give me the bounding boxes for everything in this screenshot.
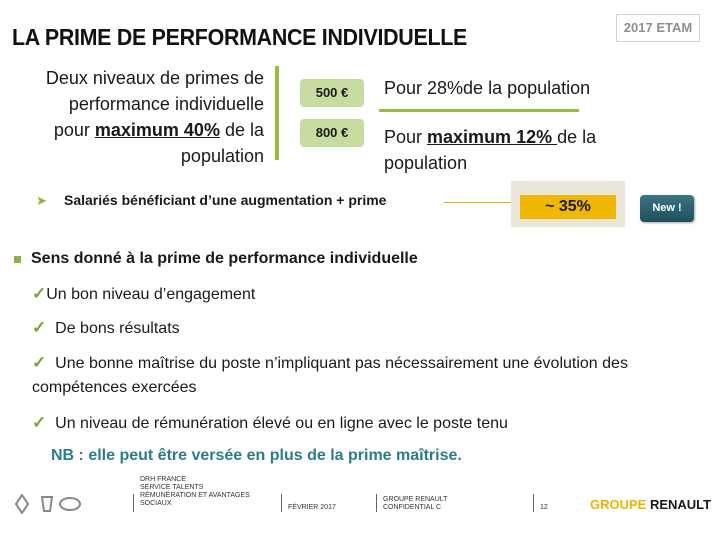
list-item-text: De bons résultats bbox=[55, 320, 180, 337]
level-1-text: Pour 28%de la population bbox=[384, 78, 591, 98]
percentage-value: ~ 35% bbox=[520, 195, 616, 219]
list-item: ✓ Un niveau de rémunération élevé ou en … bbox=[32, 411, 508, 436]
vertical-divider bbox=[275, 66, 279, 160]
amount-badge-500: 500 € bbox=[300, 79, 364, 107]
square-bullet-icon bbox=[14, 256, 21, 263]
footer-date: FÉVRIER 2017 bbox=[288, 504, 336, 511]
brand-word-renault: RENAULT bbox=[646, 497, 712, 512]
amount-badge-800: 800 € bbox=[300, 119, 364, 147]
check-icon: ✓ bbox=[32, 413, 47, 432]
brand-word-groupe: GROUPE bbox=[590, 497, 647, 512]
footer-conf-line: GROUPE RENAULT bbox=[383, 496, 448, 503]
list-item-text: Un bon niveau d’engagement bbox=[46, 286, 256, 303]
footer-separator bbox=[281, 494, 282, 512]
footer-separator bbox=[533, 494, 534, 512]
check-icon: ✓ bbox=[32, 318, 47, 337]
list-item: ✓ Une bonne maîtrise du poste n’impliqua… bbox=[32, 351, 692, 400]
intro-line2: de la population bbox=[180, 120, 264, 166]
footer-conf-line: CONFIDENTIAL C bbox=[383, 504, 442, 511]
footer-confidential: GROUPE RENAULT CONFIDENTIAL C bbox=[383, 496, 447, 512]
beneficiaries-label: Salariés bénéficiant d’une augmentation … bbox=[64, 192, 387, 208]
footer-separator bbox=[376, 494, 377, 512]
brand-logos-icon bbox=[14, 494, 81, 514]
list-item-text: Une bonne maîtrise du poste n’impliquant… bbox=[32, 355, 628, 396]
level-2-highlight: maximum 12% bbox=[427, 127, 558, 147]
intro-line1: Deux niveaux de primes de performance in… bbox=[45, 68, 264, 140]
level-2-prefix: Pour bbox=[384, 127, 428, 147]
year-tag: 2017 ETAM bbox=[616, 14, 700, 42]
connector-line bbox=[444, 202, 514, 203]
footer-department: DRH FRANCE SERVICE TALENTS RÉMUNÉRATION … bbox=[140, 476, 250, 508]
arrow-bullet-icon: ➤ bbox=[36, 193, 47, 208]
intro-highlight: maximum 40% bbox=[94, 120, 220, 140]
footer-dept-line: DRH FRANCE bbox=[140, 476, 186, 483]
footer-dept-line: RÉMUNÉRATION ET AVANTAGES bbox=[140, 492, 250, 499]
level-2-text: Pour maximum 12% de la population bbox=[384, 124, 614, 176]
nb-note: NB : elle peut être versée en plus de la… bbox=[51, 447, 462, 464]
check-icon: ✓ bbox=[32, 284, 47, 303]
list-item-text: Un niveau de rémunération élevé ou en li… bbox=[55, 415, 508, 432]
page-title: LA PRIME DE PERFORMANCE INDIVIDUELLE bbox=[12, 24, 468, 50]
level-2-suffix: de la population bbox=[384, 127, 597, 173]
list-item: ✓ De bons résultats bbox=[32, 316, 180, 341]
intro-text: Deux niveaux de primes de performance in… bbox=[30, 65, 264, 169]
new-button[interactable]: New ! bbox=[640, 195, 694, 222]
groupe-renault-logo: GROUPE RENAULT bbox=[590, 497, 711, 512]
footer-dept-line: SERVICE TALENTS bbox=[140, 484, 204, 491]
list-item: ✓Un bon niveau d’engagement bbox=[32, 282, 255, 307]
section-title: Sens donné à la prime de performance ind… bbox=[31, 250, 418, 267]
footer-separator bbox=[133, 494, 134, 512]
footer-dept-line: SOCIAUX bbox=[140, 500, 172, 507]
level-1-underline bbox=[379, 109, 579, 112]
page-number: 12 bbox=[540, 504, 548, 511]
check-icon: ✓ bbox=[32, 353, 47, 372]
